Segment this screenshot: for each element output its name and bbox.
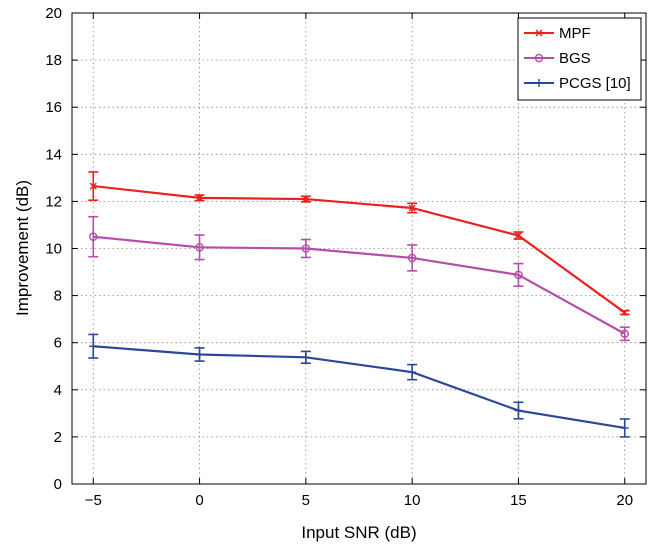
data-point: [534, 53, 544, 63]
error-bar: [300, 238, 311, 259]
data-point: [301, 244, 311, 253]
data-point-stroke: [621, 309, 629, 317]
legend-item: PCGS [10]: [524, 75, 631, 92]
data-point: [302, 195, 310, 203]
data-point: [195, 243, 204, 252]
y-tick-label: 18: [45, 52, 62, 69]
legend-label: PCGS [10]: [559, 75, 631, 92]
legend-item: BGS: [524, 50, 591, 67]
data-point: [89, 182, 97, 190]
y-tick-label: 14: [45, 146, 62, 163]
series-group: [88, 171, 630, 438]
axis-ticks: −5 0 5 10 15 20 0 2 4 6 8 10 12 14 16 18 20: [45, 5, 646, 509]
x-tick-label: 5: [302, 492, 310, 509]
x-tick-label: 20: [616, 492, 633, 509]
data-point-stroke: [514, 232, 522, 240]
error-bar: [194, 234, 205, 261]
y-tick-label: 4: [54, 382, 62, 399]
series-line: [93, 235, 626, 335]
series-bgs: [88, 215, 630, 342]
series-mpf: [88, 171, 630, 317]
x-axis-title: Input SNR (dB): [301, 523, 416, 542]
x-tick-label: 10: [404, 492, 421, 509]
data-point: [514, 232, 522, 240]
x-tick-label: 15: [510, 492, 527, 509]
data-point: [408, 204, 416, 212]
data-point: [535, 79, 543, 87]
data-point: [620, 423, 629, 432]
y-axis-title: Improvement (dB): [13, 180, 32, 316]
legend: MPF BGS PCGS [10]: [517, 17, 642, 101]
data-point: [195, 350, 204, 359]
legend-label: BGS: [559, 50, 591, 67]
error-bar: [88, 215, 99, 258]
data-point: [196, 194, 204, 202]
y-tick-label: 6: [54, 335, 62, 352]
data-point-stroke: [408, 204, 416, 212]
data-point-stroke: [89, 182, 97, 190]
y-tick-label: 10: [45, 241, 62, 258]
data-point-stroke: [535, 29, 543, 37]
error-bar: [619, 326, 630, 342]
y-tick-label: 2: [54, 429, 62, 446]
error-bar: [407, 244, 418, 272]
x-tick-label: 0: [195, 492, 203, 509]
data-point: [514, 406, 523, 415]
data-point: [621, 309, 629, 317]
data-point: [514, 270, 523, 280]
data-point-stroke: [196, 194, 204, 202]
series-line: [93, 345, 625, 430]
y-tick-label: 20: [45, 5, 62, 22]
data-point: [407, 253, 417, 263]
legend-label: MPF: [559, 25, 591, 42]
data-point: [535, 29, 543, 37]
y-tick-label: 12: [45, 193, 62, 210]
data-point: [88, 232, 98, 242]
data-point: [620, 329, 630, 339]
y-tick-label: 0: [54, 476, 62, 493]
series-line: [93, 184, 626, 314]
data-point: [408, 368, 417, 377]
y-tick-label: 16: [45, 99, 62, 116]
y-tick-label: 8: [54, 288, 62, 305]
data-point-stroke: [302, 195, 310, 203]
data-point: [89, 342, 98, 351]
x-tick-label: −5: [85, 492, 102, 509]
error-bar: [513, 262, 524, 287]
legend-item: MPF: [524, 25, 591, 42]
series-pcgs-10: [88, 333, 630, 438]
data-point: [301, 353, 310, 362]
